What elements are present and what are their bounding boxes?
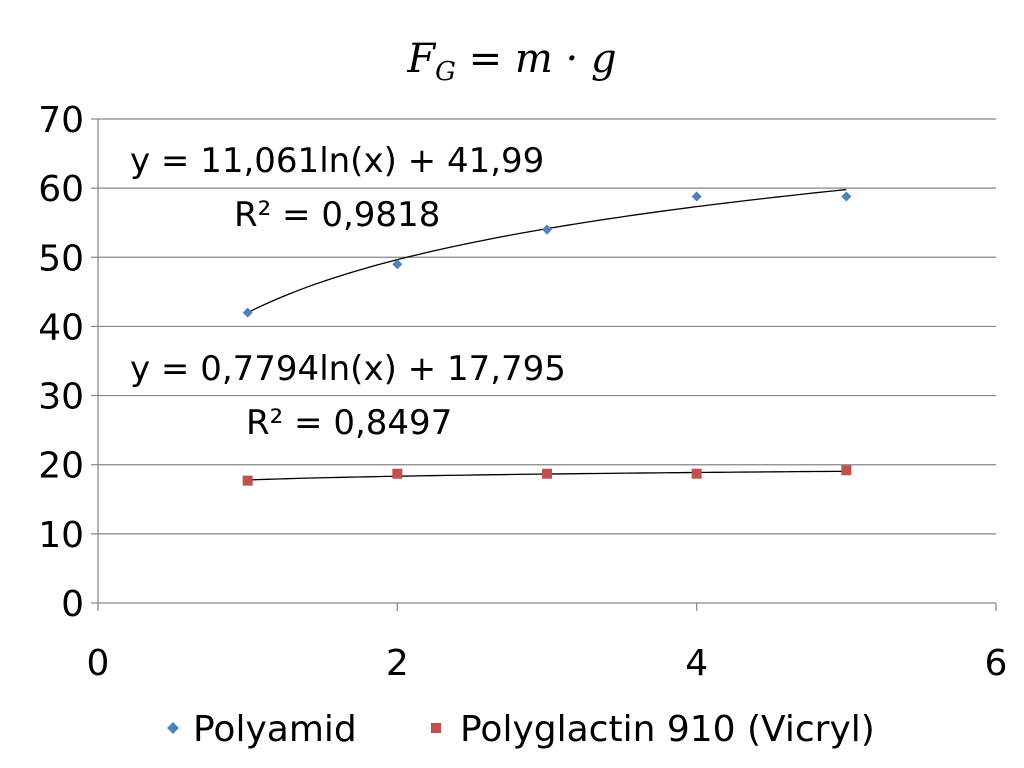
data-point-series-0	[242, 307, 253, 318]
x-tick-label: 6	[985, 643, 1008, 684]
y-tick-labels: 0 10 20 30 40 50 60 70	[38, 100, 84, 625]
axes	[91, 118, 997, 611]
title-subscript: G	[435, 57, 456, 87]
r2-polyamid: R² = 0,9818	[234, 195, 440, 235]
data-point-series-1	[542, 468, 552, 479]
legend-label-vicryl: Polyglactin 910 (Vicryl)	[460, 709, 875, 750]
x-tick-labels: 0 2 4 6	[87, 643, 1008, 684]
data-point-series-1	[841, 465, 852, 476]
x-tick-label: 2	[386, 643, 409, 684]
y-tick-label: 50	[38, 238, 84, 279]
y-tick-label: 30	[38, 377, 84, 418]
equation-polyamid: y = 11,061ln(x) + 41,99	[130, 141, 544, 181]
data-point-series-0	[691, 191, 702, 202]
data-point-series-0	[542, 224, 552, 235]
y-tick-label: 10	[38, 515, 84, 556]
data-point-series-0	[392, 259, 403, 270]
data-point-series-1	[691, 468, 702, 479]
legend: Polyamid Polyglactin 910 (Vicryl)	[167, 709, 875, 750]
y-tick-label: 60	[38, 169, 84, 210]
data-points	[242, 191, 852, 486]
legend-marker-polyamid	[167, 722, 179, 734]
title-rest: = m · g	[456, 36, 617, 82]
y-tick-label: 0	[61, 584, 84, 625]
title-main: F	[406, 36, 436, 82]
r2-vicryl: R² = 0,8497	[246, 403, 452, 443]
legend-label-polyamid: Polyamid	[193, 709, 357, 750]
data-point-series-0	[841, 191, 852, 202]
legend-marker-vicryl	[431, 723, 441, 733]
gridlines	[98, 118, 996, 535]
x-tick-label: 4	[685, 643, 708, 684]
y-tick-label: 70	[38, 100, 84, 141]
x-tick-label: 0	[87, 643, 110, 684]
y-tick-label: 40	[38, 307, 84, 348]
data-point-series-1	[242, 475, 253, 486]
equation-vicryl: y = 0,7794ln(x) + 17,795	[130, 349, 566, 389]
y-tick-label: 20	[38, 446, 84, 487]
data-point-series-1	[392, 468, 403, 479]
chart-title: FG = m · g	[406, 36, 616, 87]
